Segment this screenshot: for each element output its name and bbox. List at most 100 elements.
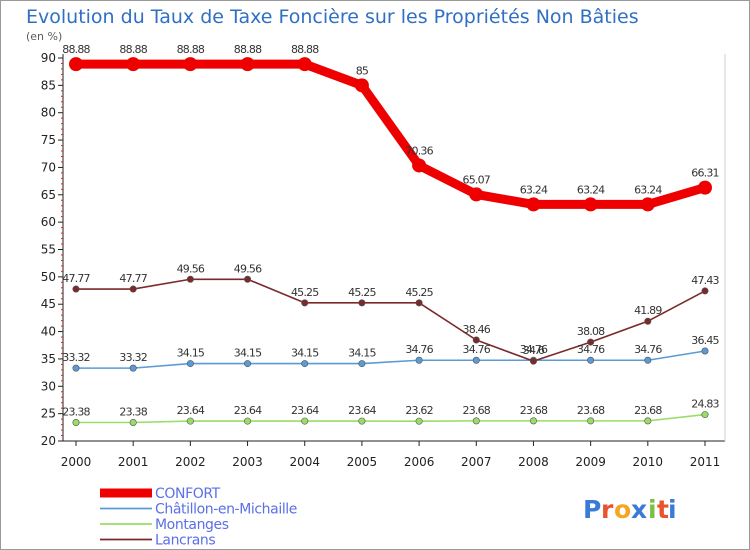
data-point <box>358 299 366 307</box>
data-point <box>415 299 423 307</box>
data-point <box>587 356 595 364</box>
data-label: 23.68 <box>634 404 662 417</box>
data-label: 23.38 <box>119 406 147 419</box>
legend-entry: Montanges <box>155 517 229 533</box>
data-point <box>698 180 712 195</box>
data-point <box>240 57 255 72</box>
data-point <box>587 338 595 346</box>
data-label: 34.76 <box>577 343 605 356</box>
data-point <box>183 57 198 72</box>
y-tick-label: 30 <box>41 379 56 393</box>
data-point <box>72 364 80 372</box>
data-point <box>72 419 80 427</box>
data-label: 88.88 <box>119 43 147 56</box>
logo-letter: x <box>631 495 647 524</box>
y-tick-label: 85 <box>41 78 56 92</box>
data-point <box>244 360 252 368</box>
logo-letter: o <box>614 495 631 524</box>
data-label: 65.07 <box>463 173 491 186</box>
data-point <box>301 299 309 307</box>
chart-title: Evolution du Taux de Taxe Foncière sur l… <box>26 6 639 28</box>
data-point <box>640 197 655 212</box>
data-point <box>72 285 80 293</box>
x-tick-label: 2010 <box>633 455 664 469</box>
y-tick-label: 90 <box>41 51 56 65</box>
data-point <box>472 336 480 344</box>
x-tick-label: 2001 <box>118 455 149 469</box>
data-label: 49.56 <box>177 262 205 275</box>
legend-entry: Châtillon-en-Michaille <box>155 502 297 518</box>
y-tick-label: 40 <box>41 325 56 339</box>
data-point <box>412 158 427 173</box>
data-point <box>358 417 366 425</box>
data-label: 24.83 <box>691 398 719 411</box>
axes: 20 25 30 35 40 45 50 55 60 65 70 75 80 85 90 2000 2001 20… <box>41 51 726 469</box>
y-axis-unit: (en %) <box>26 30 62 43</box>
data-point <box>644 317 652 325</box>
data-point <box>69 57 83 72</box>
data-label: 34.15 <box>348 347 376 360</box>
data-label: 41.89 <box>634 304 662 317</box>
data-label: 34.15 <box>234 347 262 360</box>
data-label: 23.68 <box>577 404 605 417</box>
data-point <box>358 360 366 368</box>
data-label: 47.43 <box>691 274 719 287</box>
data-label: 34.6 <box>523 344 545 357</box>
data-label: 34.76 <box>634 343 662 356</box>
data-label: 47.77 <box>62 272 90 285</box>
data-label: 38.46 <box>463 323 491 336</box>
legend-entry: Lancrans <box>155 533 215 549</box>
data-label: 49.56 <box>234 262 262 275</box>
data-label: 23.64 <box>291 404 319 417</box>
data-point <box>415 356 423 364</box>
x-tick-label: 2008 <box>518 455 549 469</box>
data-point <box>297 57 312 72</box>
logo-letter: i <box>668 495 677 524</box>
series-line-ch-tillon-en-michaille <box>75 350 706 369</box>
data-label: 66.31 <box>691 167 719 180</box>
y-tick-label: 20 <box>41 434 56 448</box>
data-point <box>701 347 709 355</box>
series-line-confort <box>71 59 710 209</box>
data-label: 63.24 <box>577 183 605 196</box>
y-tick-label: 65 <box>41 188 56 202</box>
data-label: 63.24 <box>520 183 548 196</box>
data-point <box>529 417 537 425</box>
data-point <box>129 285 137 293</box>
logo-letter: t <box>657 495 669 524</box>
data-point <box>244 275 252 283</box>
x-tick-label: 2006 <box>404 455 435 469</box>
x-tick-label: 2011 <box>690 455 721 469</box>
x-tick-label: 2003 <box>232 455 263 469</box>
y-tick-label: 35 <box>41 352 56 366</box>
data-point <box>126 57 141 72</box>
logo-letter: r <box>601 495 614 524</box>
data-label: 45.25 <box>291 286 319 299</box>
data-point <box>129 364 137 372</box>
data-label: 23.68 <box>463 404 491 417</box>
data-label: 88.88 <box>177 43 205 56</box>
data-point <box>587 417 595 425</box>
legend-entry: CONFORT <box>155 486 221 502</box>
y-tick-label: 60 <box>41 215 56 229</box>
logo-letter: P <box>583 495 601 524</box>
data-point <box>644 417 652 425</box>
x-tick-label: 2000 <box>61 455 92 469</box>
y-tick-label: 25 <box>41 407 56 421</box>
data-label: 38.08 <box>577 325 605 338</box>
data-label: 33.32 <box>62 351 90 364</box>
data-label: 23.38 <box>62 406 90 419</box>
data-label: 23.64 <box>177 404 205 417</box>
x-tick-label: 2007 <box>461 455 492 469</box>
data-label: 23.64 <box>348 404 376 417</box>
data-point <box>186 275 194 283</box>
x-tick-label: 2005 <box>347 455 378 469</box>
data-point <box>644 356 652 364</box>
data-label: 23.64 <box>234 404 262 417</box>
data-point <box>415 417 423 425</box>
data-label: 70.36 <box>405 144 433 157</box>
data-label: 34.15 <box>291 347 319 360</box>
data-label: 47.77 <box>119 272 147 285</box>
